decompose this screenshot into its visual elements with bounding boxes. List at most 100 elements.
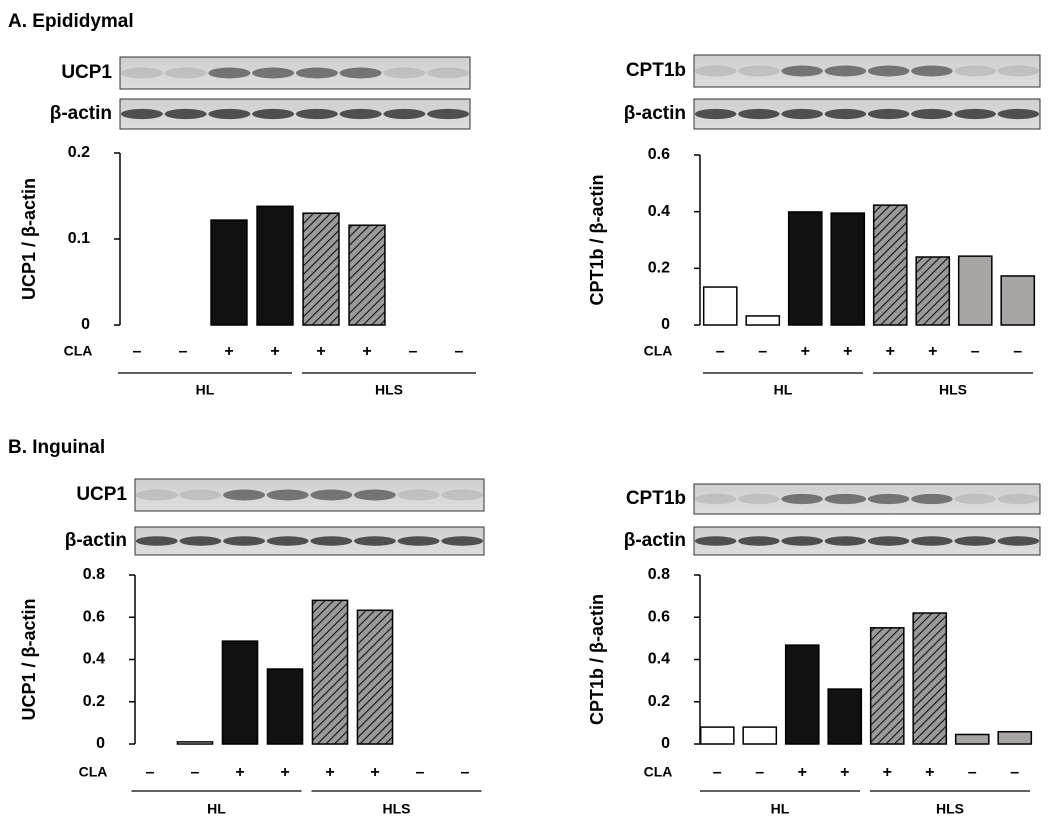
x-tick-label: + [235,764,244,781]
blot-band [353,489,396,501]
blot-band [252,108,295,120]
blot-band [867,65,910,77]
y-axis-label: CPT1b / β-actin [587,174,607,305]
blot-band [997,493,1040,505]
x-tick-label: + [370,764,379,781]
x-tick-label: – [713,764,722,781]
bar [176,741,214,745]
bar [302,212,340,326]
blot-band [694,536,737,546]
blot-band [179,536,222,546]
blot-band [867,536,910,546]
x-tick-label: – [1013,343,1022,360]
blot-band [954,536,996,546]
blot-label: β-actin [50,103,112,124]
x-tick-label: – [1010,764,1019,781]
group-label: HLS [939,382,967,398]
section-heading: A. Epididymal [8,11,134,32]
blot-band [339,67,382,79]
blot-band [781,65,823,77]
x-tick-label: + [886,343,895,360]
bar [997,730,1033,745]
blot-band [266,536,309,546]
bar [210,219,248,326]
blot-band [353,536,396,546]
x-tick-label: – [716,343,725,360]
bar [699,726,735,745]
y-tick-label: 0.8 [648,566,670,583]
blot-band [824,108,867,120]
bar [912,612,948,745]
bar [827,688,863,745]
x-tick-label: + [316,343,325,360]
blot-band [179,489,222,501]
x-tick-label: – [755,764,764,781]
bar [915,256,951,326]
y-tick-label: 0.2 [648,693,670,710]
x-tick-label: + [928,343,937,360]
blot-band [441,536,484,546]
y-tick-label: 0.6 [648,146,670,163]
blot-band [208,67,251,79]
y-axis-label: UCP1 / β-actin [19,178,39,300]
blot-label: UCP1 [76,484,127,505]
y-tick-label: 0 [96,735,105,752]
x-tick-label: + [362,343,371,360]
group-label: HL [771,801,790,817]
blot-band [223,489,266,501]
blot-band [223,536,266,546]
blot-band [738,493,780,505]
blot-band [781,108,823,120]
x-tick-label: – [971,343,980,360]
blot-band [738,108,780,120]
y-tick-label: 0.2 [83,693,105,710]
x-tick-label: + [224,343,233,360]
bar [784,644,820,745]
group-label: HLS [383,801,411,817]
category-title: CLA [644,343,673,359]
blot-band [310,536,353,546]
blot-band [954,65,996,77]
group-label: HL [207,801,226,817]
blot-band [441,489,484,501]
x-tick-label: + [843,343,852,360]
x-tick-label: + [883,764,892,781]
group-label: HL [196,382,215,398]
blot-band [427,67,470,79]
blot-band [997,108,1040,120]
bar [787,211,823,326]
y-tick-label: 0.4 [648,651,670,668]
blot-image [134,478,485,512]
blot-band [824,536,867,546]
x-tick-label: – [455,343,464,360]
blot-band [397,489,440,501]
blot-band [383,67,426,79]
blot-band [911,493,953,505]
bar [872,204,908,326]
blot-band [911,108,953,120]
bar [742,726,778,745]
blot-label: CPT1b [626,60,686,81]
blot-band [781,493,823,505]
blot-band [954,493,996,505]
blot-band [310,489,353,501]
blot-band [295,67,338,79]
blot-label: β-actin [624,530,686,551]
bar [957,255,993,326]
x-tick-label: + [925,764,934,781]
blot-label: β-actin [624,103,686,124]
bar [221,640,259,745]
blot-band [383,108,426,120]
bar [745,315,781,326]
blot-band [954,108,996,120]
blot-label: CPT1b [626,488,686,509]
blot-band [997,536,1040,546]
blot-band [781,536,823,546]
blot-band [120,67,163,79]
category-title: CLA [644,764,673,780]
y-tick-label: 0 [661,735,670,752]
blot-band [911,65,953,77]
y-tick-label: 0.6 [648,608,670,625]
bar [348,224,386,326]
blot-image [693,483,1041,515]
